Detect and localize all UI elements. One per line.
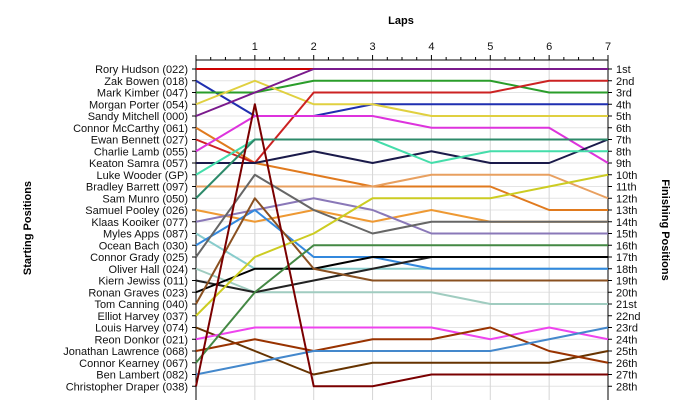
- x-tick-label: 7: [605, 41, 611, 53]
- starting-position-label: Mark Kimber (047): [97, 88, 188, 100]
- series-line: [195, 244, 608, 364]
- starting-position-label: Myles Apps (087): [103, 229, 188, 241]
- x-tick-label: 4: [428, 41, 434, 53]
- finishing-position-label: 27th: [616, 370, 637, 382]
- series-line: [195, 256, 608, 294]
- starting-position-label: Sam Munro (050): [102, 193, 188, 205]
- starting-position-label: Bradley Barrett (097): [86, 182, 188, 194]
- series-line: [195, 197, 608, 305]
- labels: Laps Starting Positions Finishing Positi…: [22, 15, 671, 393]
- finishing-position-label: 13th: [616, 205, 637, 217]
- finishing-position-label: 5th: [616, 111, 631, 123]
- starting-position-label: Connor Grady (025): [90, 252, 188, 264]
- chart-title: Laps: [388, 15, 414, 27]
- series-line: [195, 138, 608, 199]
- starting-position-label: Reon Donkor (021): [94, 334, 188, 346]
- starting-position-label: Ewan Bennett (027): [91, 135, 188, 147]
- starting-position-label: Tom Canning (040): [94, 299, 188, 311]
- starting-position-label: Kiern Jewiss (011): [98, 276, 188, 288]
- y-axis-label-left: Starting Positions: [22, 181, 34, 275]
- finishing-position-label: 6th: [616, 123, 631, 135]
- y-axis-label-right: Finishing Positions: [659, 179, 671, 280]
- starting-position-label: Rory Hudson (022): [95, 64, 188, 76]
- finishing-position-label: 7th: [616, 135, 631, 147]
- finishing-position-label: 15th: [616, 229, 637, 241]
- series-line: [195, 173, 608, 258]
- series-line: [195, 115, 609, 164]
- starting-position-label: Connor Kearney (067): [79, 358, 188, 370]
- series-line: [195, 103, 608, 388]
- finishing-position-label: 16th: [616, 240, 637, 252]
- series-line: [196, 79, 608, 94]
- starting-position-label: Jonathan Lawrence (068): [63, 346, 188, 358]
- x-tick-label: 3: [370, 41, 376, 53]
- finishing-position-label: 17th: [616, 252, 637, 264]
- starting-position-label: Ronan Graves (023): [88, 287, 188, 299]
- finishing-position-label: 10th: [616, 170, 637, 182]
- finishing-position-label: 23rd: [616, 323, 638, 335]
- finishing-position-label: 14th: [616, 217, 637, 229]
- finishing-position-label: 9th: [616, 158, 631, 170]
- series-line: [195, 326, 609, 376]
- finishing-position-label: 3rd: [616, 88, 632, 100]
- finishing-position-label: 21st: [616, 299, 637, 311]
- starting-position-label: Sandy Mitchell (000): [88, 111, 188, 123]
- x-tick-label: 2: [311, 41, 317, 53]
- finishing-position-label: 25th: [616, 346, 637, 358]
- finishing-position-label: 28th: [616, 381, 637, 393]
- finishing-position-label: 1st: [616, 64, 631, 76]
- finishing-position-label: 20th: [616, 287, 637, 299]
- starting-position-label: Oliver Hall (024): [109, 264, 188, 276]
- starting-position-label: Louis Harvey (074): [95, 323, 188, 335]
- series-line: [195, 173, 609, 317]
- series-line: [195, 197, 608, 235]
- starting-position-label: Klaas Kooiker (077): [91, 217, 188, 229]
- starting-position-label: Morgan Porter (054): [89, 99, 188, 111]
- series-line: [195, 79, 608, 117]
- starting-position-label: Ben Lambert (082): [96, 370, 188, 382]
- finishing-position-label: 12th: [616, 193, 637, 205]
- finishing-position-label: 18th: [616, 264, 637, 276]
- series-lines: [195, 68, 609, 388]
- finishing-position-label: 26th: [616, 358, 637, 370]
- starting-position-label: Elliot Harvey (037): [98, 311, 188, 323]
- series-line: [196, 173, 609, 200]
- finishing-position-label: 8th: [616, 146, 631, 158]
- x-tick-label: 1: [252, 41, 258, 53]
- starting-position-label: Charlie Lamb (055): [94, 146, 188, 158]
- finishing-position-label: 2nd: [616, 76, 634, 88]
- finishing-position-label: 11th: [616, 182, 637, 194]
- starting-position-label: Ocean Bach (030): [99, 240, 188, 252]
- starting-position-label: Christopher Draper (038): [66, 381, 188, 393]
- finishing-position-label: 24th: [616, 334, 637, 346]
- series-line: [195, 68, 608, 117]
- series-line: [195, 326, 609, 341]
- finishing-position-label: 19th: [616, 276, 637, 288]
- finishing-position-label: 22nd: [616, 311, 640, 323]
- series-line: [195, 326, 609, 364]
- starting-position-label: Connor McCarthy (061): [73, 123, 188, 135]
- finishing-position-label: 4th: [616, 99, 631, 111]
- series-line: [195, 126, 608, 211]
- starting-position-label: Zak Bowen (018): [104, 76, 188, 88]
- x-tick-label: 5: [487, 41, 493, 53]
- series-line: [195, 326, 609, 376]
- starting-position-label: Luke Wooder (GP): [96, 170, 188, 182]
- series-line: [196, 138, 609, 164]
- starting-position-label: Samuel Pooley (026): [85, 205, 188, 217]
- x-tick-label: 6: [546, 41, 552, 53]
- starting-position-label: Keaton Samra (057): [89, 158, 188, 170]
- series-line: [195, 267, 608, 305]
